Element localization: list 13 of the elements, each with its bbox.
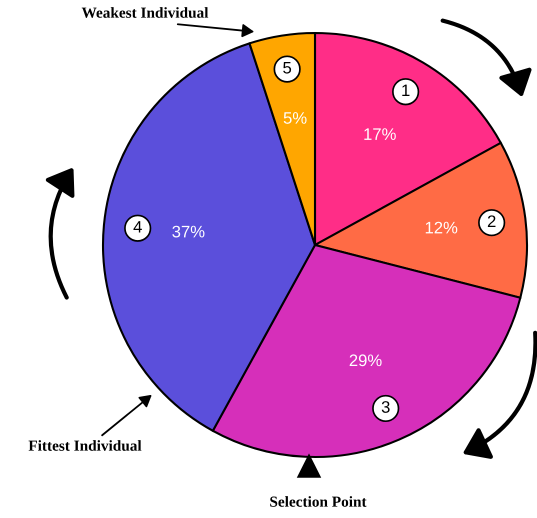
data-label: 37% bbox=[172, 226, 204, 238]
data-label: 12% bbox=[426, 222, 458, 234]
text: Selection Point bbox=[270, 496, 367, 507]
slice-label: 4 bbox=[133, 221, 142, 233]
data-label: 5% bbox=[284, 112, 307, 124]
text: Fittest Individual bbox=[28, 440, 142, 451]
slice-label: 5 bbox=[283, 62, 292, 74]
data-label: 29% bbox=[350, 354, 382, 366]
slice-label: 3 bbox=[382, 401, 390, 413]
text: Weakest Individual bbox=[82, 7, 208, 18]
data-label: 17% bbox=[364, 128, 396, 140]
slice-label: 2 bbox=[488, 215, 496, 227]
slice-label: 1 bbox=[402, 84, 410, 96]
